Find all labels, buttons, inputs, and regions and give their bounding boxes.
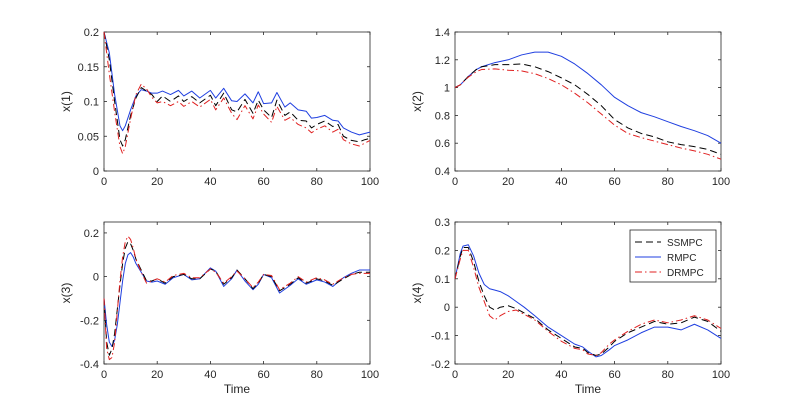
subplot-4: 0 20 40 60 80 100 -0.2 -0.1 0 0.1 0.2 0.3 x(4) Time SS… <box>410 217 730 396</box>
y-tick-label: 1.4 <box>435 27 450 39</box>
x-tick-label: 20 <box>502 369 514 381</box>
axes-box <box>454 31 722 172</box>
x-tick-label: 20 <box>502 176 514 188</box>
y-tick-label: 0.1 <box>435 274 450 286</box>
y-tick-label: 0 <box>93 272 99 284</box>
x-tick-label: 40 <box>555 176 567 188</box>
y-tick-label: 0.2 <box>84 27 99 39</box>
x-axis-label: Time <box>224 382 251 396</box>
series-line-rmpc <box>103 252 370 348</box>
series-line-ssmpc <box>103 241 370 356</box>
y-tick-label: 0.8 <box>435 110 450 122</box>
x-tick-label: 20 <box>151 176 163 188</box>
legend: SSMPC RMPC DRMPC <box>629 229 717 283</box>
series-line-ssmpc <box>103 31 371 147</box>
y-tick-label: -0.2 <box>431 359 450 371</box>
y-axis-label: x(4) <box>410 283 424 304</box>
y-tick-label: -0.1 <box>431 331 450 343</box>
series-line-ssmpc <box>454 247 722 356</box>
x-tick-label: 60 <box>608 369 620 381</box>
series-line-ssmpc <box>454 63 722 155</box>
x-tick-label: 80 <box>311 176 323 188</box>
x-tick-label: 0 <box>101 176 107 188</box>
y-axis-label: x(1) <box>59 91 73 112</box>
legend-label-drmpc: DRMPC <box>667 268 704 279</box>
y-axis-label: x(3) <box>59 283 73 304</box>
y-tick-label: 1 <box>444 83 450 95</box>
series-line-drmpc <box>454 249 722 356</box>
x-tick-label: 60 <box>257 176 269 188</box>
y-tick-label: 0 <box>444 302 450 314</box>
subplot-1: 0 20 40 60 80 100 0 0.05 0.1 0.15 0.2 x(1) <box>59 27 379 188</box>
y-tick-label: 0.4 <box>435 166 450 178</box>
y-tick-label: 0.1 <box>84 97 99 109</box>
series-line-rmpc <box>454 244 722 358</box>
subplot-3: 0 20 40 60 80 100 -0.4 -0.2 0 0.2 x(3) Time <box>59 221 379 396</box>
y-tick-label: 0.05 <box>78 131 99 143</box>
x-tick-label: 0 <box>452 369 458 381</box>
series-line-rmpc <box>454 51 722 144</box>
legend-box <box>629 229 717 283</box>
x-tick-label: 40 <box>204 369 216 381</box>
y-tick-label: 0.2 <box>84 228 99 240</box>
x-tick-label: 100 <box>712 369 730 381</box>
y-tick-label: 0.15 <box>78 62 99 74</box>
x-tick-label: 100 <box>712 176 730 188</box>
x-tick-label: 80 <box>662 369 674 381</box>
y-tick-label: 0 <box>93 166 99 178</box>
x-tick-label: 0 <box>452 176 458 188</box>
y-tick-label: 0.6 <box>435 138 450 150</box>
subplot-2: 0 20 40 60 80 100 0.4 0.6 0.8 1 1.2 1.4 x(2) <box>410 27 730 188</box>
x-tick-label: 0 <box>101 369 107 381</box>
axes-box <box>103 221 371 365</box>
legend-label-ssmpc: SSMPC <box>667 238 703 249</box>
y-tick-label: 1.2 <box>435 55 450 67</box>
x-tick-label: 60 <box>257 369 269 381</box>
series-line-drmpc <box>454 68 722 160</box>
x-tick-label: 40 <box>204 176 216 188</box>
y-tick-label: 0.2 <box>435 245 450 257</box>
x-tick-label: 80 <box>311 369 323 381</box>
legend-label-rmpc: RMPC <box>667 253 696 264</box>
y-tick-label: -0.4 <box>80 359 99 371</box>
series-line-drmpc <box>103 31 371 155</box>
x-axis-label: Time <box>575 382 602 396</box>
y-tick-label: 0.3 <box>435 217 450 229</box>
x-tick-label: 80 <box>662 176 674 188</box>
x-tick-label: 100 <box>361 369 379 381</box>
y-axis-label: x(2) <box>410 91 424 112</box>
x-tick-label: 100 <box>361 176 379 188</box>
axes-box <box>454 221 722 365</box>
x-tick-label: 40 <box>555 369 567 381</box>
x-tick-label: 60 <box>608 176 620 188</box>
series-line-rmpc <box>103 31 371 136</box>
y-tick-label: -0.2 <box>80 315 99 327</box>
series-line-drmpc <box>103 235 370 361</box>
x-tick-label: 20 <box>151 369 163 381</box>
